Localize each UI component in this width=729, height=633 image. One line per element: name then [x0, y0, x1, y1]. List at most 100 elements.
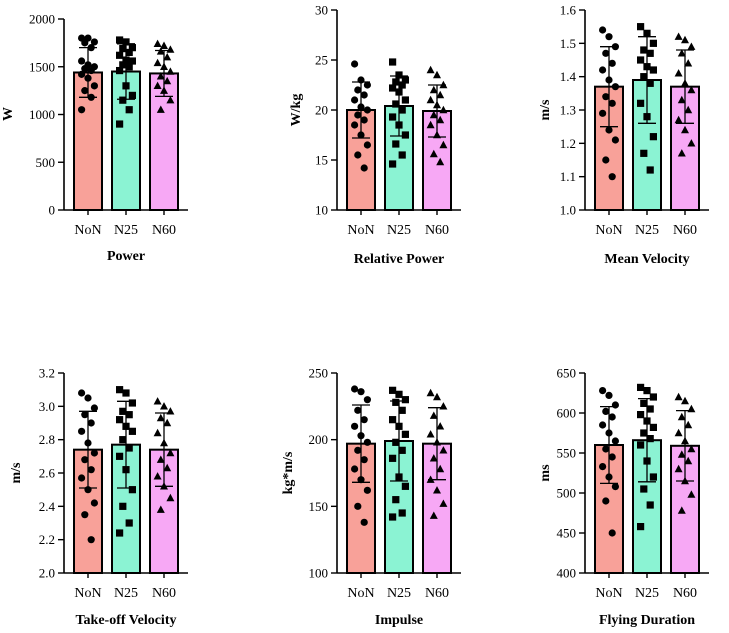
data-point	[122, 82, 130, 90]
data-point	[433, 486, 441, 494]
data-point	[119, 96, 127, 104]
data-point	[166, 67, 175, 75]
data-point	[429, 149, 438, 158]
data-point	[78, 57, 86, 65]
data-point	[363, 81, 371, 89]
data-point	[354, 86, 362, 94]
data-point	[649, 39, 657, 47]
data-point	[687, 42, 696, 50]
data-point	[119, 61, 127, 69]
y-tick-label: 20	[315, 103, 328, 118]
data-point	[128, 399, 136, 407]
data-point	[646, 405, 654, 413]
data-point	[119, 45, 127, 53]
y-axis-label: kg*m/s	[281, 451, 296, 494]
data-point	[433, 100, 441, 109]
data-point	[351, 465, 359, 473]
data-point	[674, 32, 683, 40]
data-point	[354, 111, 362, 119]
x-tick-label: N25	[114, 223, 138, 238]
data-point	[674, 69, 683, 77]
data-point	[599, 26, 607, 34]
data-point	[605, 33, 613, 41]
data-point	[687, 85, 696, 94]
data-point	[684, 59, 693, 67]
data-point	[687, 490, 696, 498]
data-point	[360, 91, 368, 99]
data-point	[389, 113, 397, 121]
y-axis-label: m/s	[538, 99, 553, 121]
chart-title: Take-off Velocity	[76, 613, 177, 628]
data-point	[90, 404, 98, 412]
data-point	[160, 438, 168, 447]
data-point	[605, 76, 613, 84]
data-point	[81, 39, 89, 47]
data-point	[674, 464, 683, 473]
data-point	[389, 160, 397, 168]
data-point	[637, 441, 645, 449]
x-tick-label: N60	[152, 586, 176, 601]
data-point	[684, 420, 693, 429]
y-tick-label: 100	[309, 566, 329, 581]
x-tick-label: N25	[387, 586, 411, 601]
data-point	[674, 428, 683, 437]
data-point	[90, 82, 98, 90]
data-point	[429, 110, 438, 119]
data-point	[395, 121, 403, 129]
x-tick-label: N25	[635, 586, 659, 601]
data-point	[637, 23, 645, 31]
data-point	[84, 439, 92, 447]
data-point	[681, 79, 689, 87]
data-point	[401, 131, 409, 139]
data-point	[426, 430, 435, 438]
data-point	[649, 473, 657, 481]
data-point	[122, 466, 130, 474]
data-point	[398, 446, 406, 454]
data-point	[401, 76, 409, 84]
data-point	[602, 49, 610, 57]
data-point	[599, 463, 607, 471]
data-point	[160, 86, 168, 94]
data-point	[687, 404, 696, 413]
data-point	[611, 401, 620, 409]
data-point	[599, 66, 607, 74]
data-point	[357, 476, 365, 484]
data-point	[351, 121, 359, 129]
data-point	[116, 529, 124, 537]
data-point	[128, 57, 136, 65]
data-point	[426, 388, 435, 397]
data-point	[116, 66, 124, 75]
data-point	[643, 387, 651, 395]
y-tick-label: 1.5	[560, 36, 576, 51]
data-point	[90, 449, 98, 457]
data-point	[646, 166, 654, 174]
data-point	[125, 63, 133, 71]
data-point	[608, 99, 616, 107]
data-point	[439, 80, 448, 89]
y-axis-label: W	[1, 107, 16, 121]
data-point	[640, 149, 648, 157]
data-point	[649, 133, 657, 141]
data-point	[426, 120, 435, 129]
data-point	[608, 413, 616, 421]
data-point	[363, 486, 371, 494]
data-point	[166, 493, 175, 502]
data-point	[78, 427, 86, 435]
data-point	[602, 156, 610, 164]
data-point	[160, 402, 168, 410]
data-point	[87, 419, 95, 427]
data-point	[156, 455, 165, 463]
data-point	[677, 450, 686, 458]
chart-panel-3: NoN N25 N60 1.0 1.1 1.2 1.3 1.4 1.5 1.6 m/s Mean Ve…	[538, 3, 709, 267]
y-tick-label: 3.0	[39, 399, 55, 414]
x-tick-label: NoN	[595, 586, 622, 601]
data-point	[439, 105, 448, 114]
data-point	[436, 464, 445, 473]
data-point	[643, 417, 651, 425]
data-point	[81, 65, 89, 73]
chart-title: Flying Duration	[599, 613, 695, 628]
data-point	[389, 416, 397, 424]
data-point	[608, 173, 616, 181]
data-point	[605, 473, 613, 481]
